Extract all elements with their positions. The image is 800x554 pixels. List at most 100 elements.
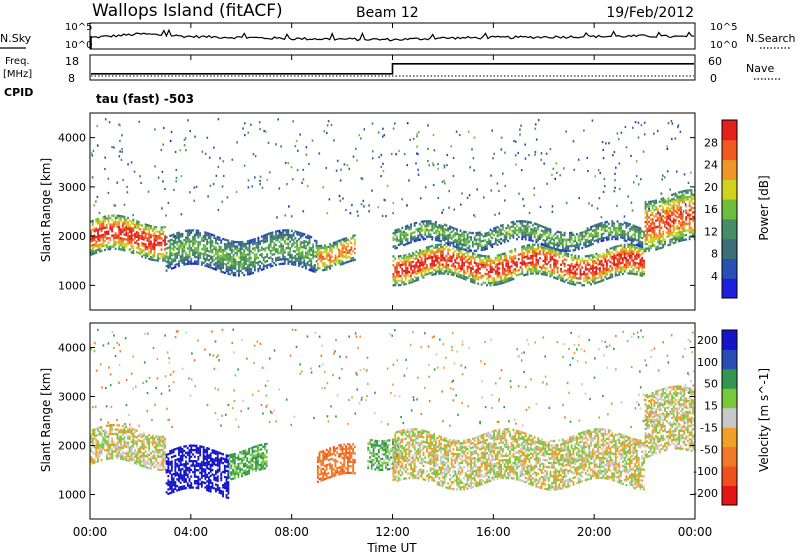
- heatmap-cell: [383, 198, 386, 201]
- heatmap-cell: [460, 203, 462, 206]
- heatmap-cell: [248, 253, 251, 256]
- heatmap-cell: [195, 240, 198, 243]
- heatmap-cell: [563, 280, 566, 283]
- heatmap-cell: [470, 280, 472, 283]
- heatmap-cell: [665, 235, 668, 239]
- heatmap-cell: [153, 457, 156, 460]
- heatmap-cell: [403, 270, 405, 273]
- heatmap-cell: [441, 252, 444, 255]
- heatmap-cell: [246, 257, 249, 261]
- heatmap-cell: [643, 261, 645, 265]
- heatmap-cell: [438, 233, 441, 236]
- heatmap-cell: [530, 234, 532, 238]
- heatmap-cell: [637, 262, 640, 265]
- heatmap-cell: [280, 262, 283, 265]
- heatmap-cell: [546, 256, 548, 259]
- heatmap-cell: [392, 259, 395, 262]
- heatmap-cell: [493, 261, 495, 264]
- heatmap-cell: [298, 258, 300, 261]
- heatmap-cell: [681, 225, 684, 229]
- heatmap-cell: [130, 447, 133, 450]
- heatmap-cell: [516, 229, 518, 232]
- heatmap-cell: [318, 267, 321, 270]
- heatmap-cell: [186, 229, 189, 232]
- heatmap-cell: [507, 239, 510, 243]
- heatmap-cell: [648, 227, 650, 230]
- heatmap-cell: [246, 260, 249, 263]
- heatmap-cell: [290, 263, 293, 266]
- heatmap-cell: [489, 262, 492, 265]
- heatmap-cell: [690, 235, 693, 238]
- heatmap-cell: [565, 245, 568, 248]
- heatmap-cell: [461, 254, 464, 257]
- heatmap-cell: [443, 164, 446, 167]
- heatmap-cell: [611, 220, 614, 223]
- heatmap-cell: [227, 266, 230, 269]
- heatmap-cell: [412, 137, 415, 140]
- heatmap-cell: [644, 229, 647, 232]
- heatmap-cell: [569, 273, 571, 276]
- heatmap-cell: [459, 251, 462, 255]
- heatmap-cell: [130, 440, 133, 443]
- heatmap-cell: [162, 255, 165, 258]
- heatmap-cell: [591, 256, 594, 259]
- heatmap-cell: [553, 238, 555, 241]
- heatmap-cell: [632, 243, 635, 247]
- heatmap-cell: [597, 276, 600, 279]
- heatmap-cell: [490, 189, 493, 192]
- heatmap-cell: [427, 233, 430, 236]
- heatmap-cell: [135, 222, 138, 225]
- heatmap-cell: [411, 265, 414, 268]
- heatmap-cell: [609, 247, 612, 250]
- heatmap-cell: [341, 247, 344, 250]
- heatmap-cell: [535, 254, 538, 257]
- heatmap-cell: [415, 237, 418, 240]
- heatmap-cell: [662, 246, 665, 249]
- heatmap-cell: [549, 252, 552, 256]
- heatmap-cell: [560, 235, 562, 239]
- heatmap-cell: [685, 218, 688, 221]
- heatmap-cell: [591, 267, 594, 270]
- heatmap-cell: [91, 460, 94, 463]
- heatmap-cell: [160, 444, 163, 447]
- heatmap-cell: [424, 237, 427, 241]
- heatmap-cell: [394, 284, 397, 287]
- heatmap-cell: [415, 270, 418, 273]
- heatmap-cell: [102, 222, 105, 225]
- heatmap-cell: [211, 233, 214, 237]
- heatmap-cell: [292, 120, 294, 123]
- heatmap-cell: [120, 239, 122, 242]
- heatmap-cell: [639, 236, 642, 239]
- heatmap-cell: [112, 221, 115, 224]
- heatmap-cell: [644, 209, 647, 213]
- heatmap-cell: [223, 245, 226, 248]
- heatmap-cell: [353, 258, 356, 261]
- heatmap-cell: [669, 203, 672, 206]
- heatmap-cell: [411, 278, 414, 281]
- heatmap-cell: [681, 221, 684, 224]
- heatmap-cell: [646, 216, 649, 219]
- heatmap-cell: [271, 231, 274, 234]
- heatmap-cell: [298, 253, 300, 256]
- heatmap-cell: [130, 431, 133, 435]
- heatmap-cell: [643, 250, 645, 254]
- heatmap-cell: [150, 227, 152, 230]
- heatmap-cell: [597, 223, 600, 226]
- heatmap-cell: [549, 248, 552, 251]
- heatmap-cell: [486, 261, 488, 265]
- heatmap-cell: [290, 258, 293, 261]
- heatmap-cell: [662, 221, 665, 224]
- heatmap-cell: [308, 237, 311, 240]
- heatmap-cell: [252, 263, 254, 266]
- heatmap-cell: [593, 262, 596, 265]
- heatmap-cell: [577, 234, 580, 237]
- heatmap-cell: [643, 233, 645, 236]
- heatmap-cell: [577, 158, 580, 161]
- heatmap-cell: [255, 246, 258, 249]
- heatmap-cell: [464, 237, 467, 240]
- heatmap-cell: [165, 256, 168, 259]
- heatmap-cell: [496, 283, 499, 286]
- heatmap-cell: [551, 273, 554, 276]
- heatmap-cell: [526, 273, 529, 276]
- heatmap-cell: [591, 271, 594, 274]
